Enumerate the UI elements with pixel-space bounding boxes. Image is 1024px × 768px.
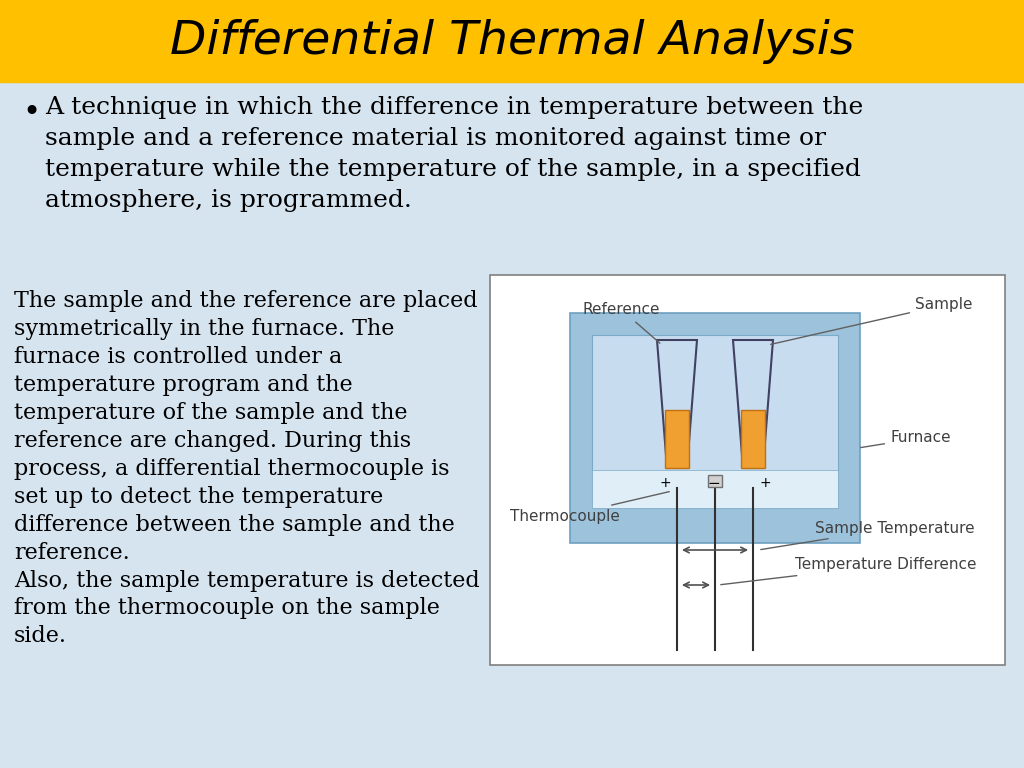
Text: +: + xyxy=(759,476,771,490)
Text: Sample Temperature: Sample Temperature xyxy=(761,521,975,550)
Text: Differential Thermal Analysis: Differential Thermal Analysis xyxy=(170,18,854,64)
Bar xyxy=(708,475,722,487)
Text: The sample and the reference are placed
symmetrically in the furnace. The
furnac: The sample and the reference are placed … xyxy=(14,290,480,647)
Text: Sample: Sample xyxy=(771,297,973,344)
Bar xyxy=(741,410,765,468)
Bar xyxy=(570,313,860,543)
Text: +: + xyxy=(659,476,671,490)
Bar xyxy=(0,0,1024,82)
Bar xyxy=(592,335,838,508)
Text: •: • xyxy=(22,98,40,127)
Text: Thermocouple: Thermocouple xyxy=(510,492,670,524)
Text: A technique in which the difference in temperature between the
sample and a refe: A technique in which the difference in t… xyxy=(45,96,863,212)
Text: Temperature Difference: Temperature Difference xyxy=(721,558,977,584)
Bar xyxy=(665,410,689,468)
Text: Furnace: Furnace xyxy=(861,431,950,448)
Bar xyxy=(490,275,1005,665)
Text: Reference: Reference xyxy=(583,303,660,343)
Text: −: − xyxy=(708,476,720,491)
Bar xyxy=(592,470,838,508)
